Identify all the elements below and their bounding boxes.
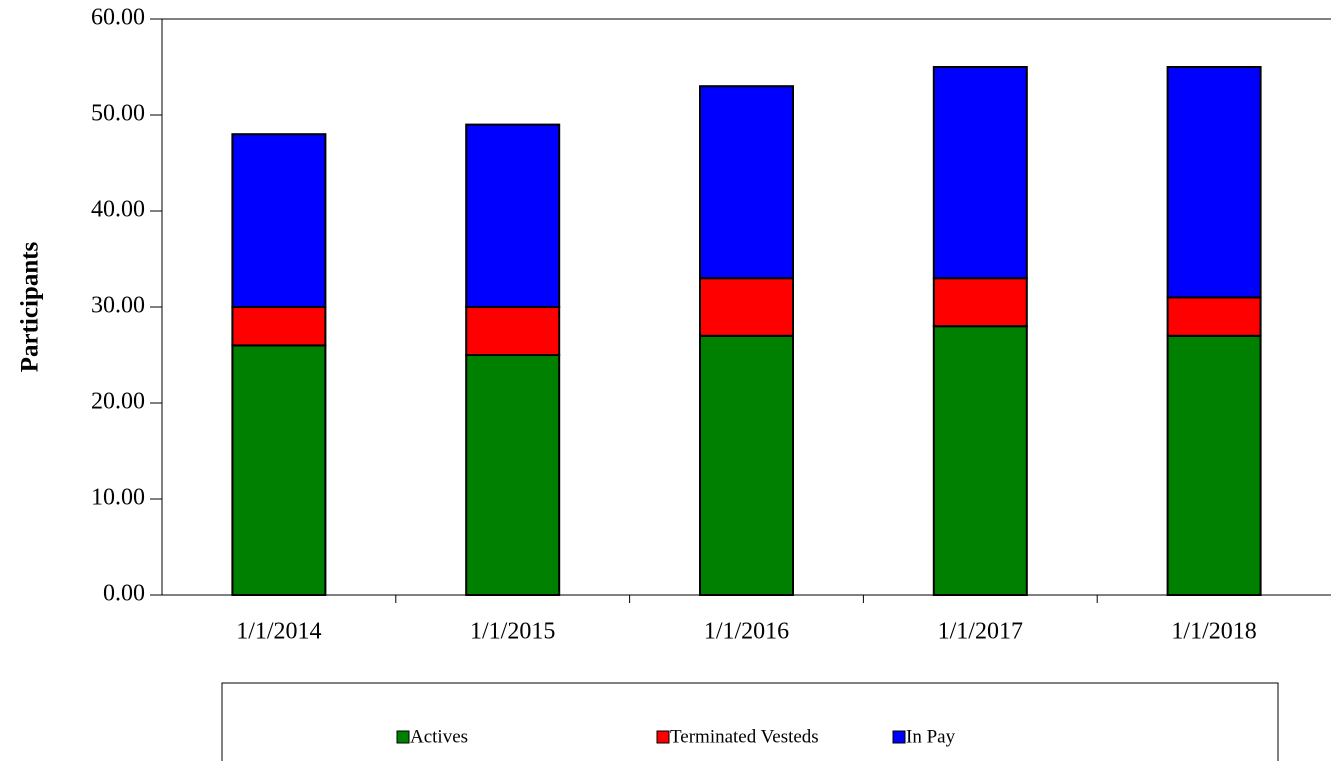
x-tick-label: 1/1/2015	[470, 619, 555, 645]
y-tick-label: 20.00	[91, 389, 145, 415]
legend-label: Actives	[410, 726, 468, 747]
bar-segment	[1166, 334, 1262, 596]
y-axis-label: Participants	[17, 241, 44, 372]
legend-swatch	[396, 730, 410, 744]
bar-segment	[932, 277, 1028, 328]
bar-segment	[932, 325, 1028, 596]
x-tick-label: 1/1/2016	[704, 619, 789, 645]
bar-segment	[231, 344, 327, 596]
bar-segment	[699, 334, 794, 596]
legend-swatch	[892, 730, 906, 744]
bar-segment	[1166, 296, 1262, 337]
legend-swatch	[656, 730, 670, 744]
bar-segment	[699, 277, 794, 337]
bar-segment	[465, 306, 561, 356]
bar-segment	[465, 354, 561, 596]
bar-segment	[465, 123, 561, 308]
bar-segment	[699, 85, 794, 280]
bar-segment	[231, 306, 327, 347]
y-tick-label: 30.00	[91, 293, 145, 319]
legend-box	[221, 682, 1279, 761]
bar-segment	[932, 66, 1028, 280]
legend-label: In Pay	[906, 726, 956, 747]
y-tick-label: 10.00	[91, 485, 145, 511]
x-tick-label: 1/1/2017	[938, 619, 1023, 645]
bar-segment	[1166, 66, 1262, 299]
y-tick-label: 0.00	[103, 581, 145, 607]
bar-segment	[231, 133, 327, 308]
y-tick-label: 60.00	[91, 5, 145, 31]
y-tick-label: 40.00	[91, 197, 145, 223]
y-tick-label: 50.00	[91, 101, 145, 127]
x-tick-label: 1/1/2018	[1171, 619, 1256, 645]
legend-label: Terminated Vesteds	[670, 726, 819, 747]
x-tick-label: 1/1/2014	[236, 619, 321, 645]
